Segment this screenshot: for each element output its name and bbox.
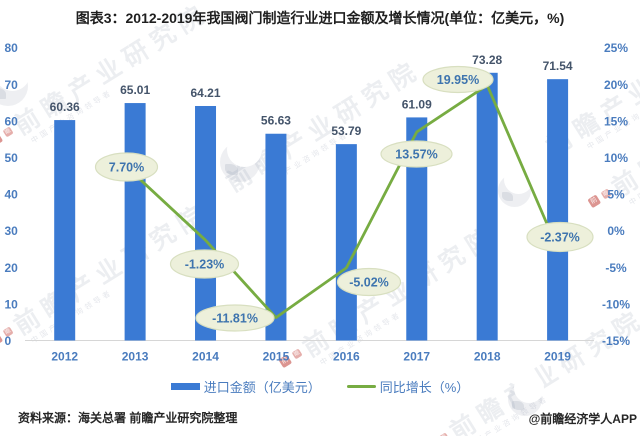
right-axis-tick-0%: 0% (607, 224, 625, 238)
bar-2013 (124, 103, 146, 341)
line-value-label-2015: -11.81% (212, 312, 258, 326)
left-axis-tick-0: 0 (5, 334, 12, 348)
bar-2014 (195, 105, 217, 341)
bar-value-label-2017: 61.09 (402, 97, 432, 111)
left-axis-tick-10: 10 (5, 297, 19, 311)
right-axis-tick--15%: -15% (602, 334, 630, 348)
right-axis-tick-20%: 20% (604, 78, 628, 92)
x-axis-label-2012: 2012 (51, 350, 78, 364)
x-axis-label-2013: 2013 (122, 350, 149, 364)
app-credit: @前瞻经济学人APP (528, 412, 637, 426)
line-value-label-2019: -2.37% (540, 231, 580, 245)
left-axis-tick-30: 30 (5, 224, 19, 238)
chart-title: 图表3：2012-2019年我国阀门制造行业进口金额及增长情况(单位：亿美元，%… (75, 10, 565, 26)
left-axis-tick-40: 40 (5, 188, 19, 202)
callout-ellipse-2014 (169, 249, 240, 279)
bar-2018 (476, 72, 498, 341)
right-axis-tick--10%: -10% (602, 297, 630, 311)
line-value-label-2013: 7.70% (109, 161, 144, 175)
x-axis-label-2019: 2019 (544, 350, 571, 364)
bar-value-label-2015: 56.63 (261, 114, 291, 128)
right-axis-tick-10%: 10% (604, 151, 628, 165)
left-axis-tick-60: 60 (5, 114, 19, 128)
left-axis-tick-70: 70 (5, 78, 19, 92)
right-axis-tick-25%: 25% (604, 41, 628, 55)
left-axis-tick-20: 20 (5, 261, 19, 275)
right-axis-tick-15%: 15% (604, 114, 628, 128)
callout-ellipse-2018 (422, 65, 494, 94)
left-axis-tick-80: 80 (5, 41, 19, 55)
bar-value-label-2018: 73.28 (472, 53, 502, 67)
bar-value-label-2012: 60.36 (50, 100, 80, 114)
bar-value-label-2019: 71.54 (543, 59, 573, 73)
bar-value-label-2016: 53.79 (331, 124, 361, 138)
callout-ellipse-2019 (526, 221, 594, 253)
footer: 资料来源：海关总署 前瞻产业研究院整理 @前瞻经济学人APP (0, 407, 640, 427)
callout-ellipse-2015 (195, 304, 275, 332)
bar-2019 (547, 79, 569, 341)
legend-item-yoy-growth: 同比增长（%） (346, 377, 470, 396)
callout-ellipse-2017 (380, 140, 453, 168)
x-axis-label-2016: 2016 (333, 350, 360, 364)
line-value-label-2018: 19.95% (437, 73, 479, 87)
right-axis-tick--5%: -5% (605, 261, 627, 275)
x-axis-label-2015: 2015 (263, 350, 290, 364)
x-axis-label-2018: 2018 (474, 350, 501, 364)
x-axis-label-2017: 2017 (403, 350, 430, 364)
line-value-label-2016: -5.02% (349, 276, 389, 290)
bar-2017 (406, 117, 428, 341)
source-note: 资料来源：海关总署 前瞻产业研究院整理 (18, 411, 238, 425)
bar-2012 (54, 120, 76, 341)
x-axis-label-2014: 2014 (192, 350, 219, 364)
bar-series-swatch (170, 383, 200, 390)
line-value-label-2014: -1.23% (185, 258, 225, 272)
bar-2015 (265, 133, 287, 341)
right-axis-tick-5%: 5% (607, 188, 625, 202)
bar-2016 (335, 144, 357, 341)
callout-ellipse-2013 (94, 152, 159, 182)
line-value-label-2017: 13.57% (395, 148, 437, 162)
bar-value-label-2013: 65.01 (120, 83, 150, 97)
callout-ellipse-2016 (336, 267, 402, 297)
line-series-swatch (346, 385, 376, 388)
legend: 进口金额（亿美元） 同比增长（%） (0, 377, 640, 396)
left-axis-tick-50: 50 (5, 151, 19, 165)
legend-label-yoy-growth: 同比增长（%） (379, 380, 470, 395)
legend-item-import-value: 进口金额（亿美元） (170, 377, 321, 396)
bar-value-label-2014: 64.21 (191, 86, 221, 100)
legend-label-import-value: 进口金额（亿美元） (203, 380, 321, 395)
